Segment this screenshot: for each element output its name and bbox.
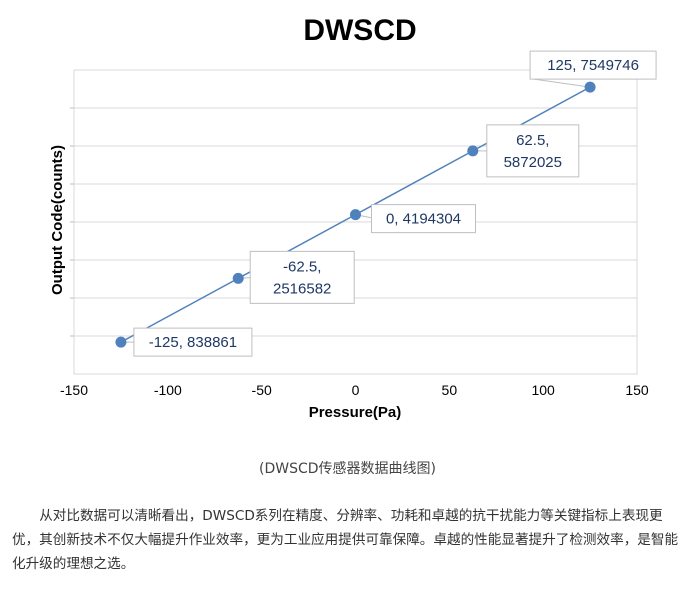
figure-caption: (DWSCD传感器数据曲线图): [259, 461, 436, 477]
data-label: 62.5, 5872025: [504, 132, 562, 171]
x-tick-label: -100: [154, 382, 182, 398]
data-label: 0, 4194304: [386, 211, 461, 228]
data-point: [467, 145, 479, 157]
output-code-chart: DWSCD -150 -100 -50 0 50 100 150 -125, 838861-…: [49, 14, 657, 421]
data-label: -62.5, 2516582: [273, 258, 331, 297]
data-label: 125, 7549746: [547, 57, 639, 74]
x-axis-label: Pressure(Pa): [309, 404, 402, 421]
data-label-box: [371, 204, 476, 234]
x-tick-label: 150: [625, 382, 649, 398]
x-tick-label: 50: [442, 382, 458, 398]
description-paragraph: 从对比数据可以清晰看出，DWSCD系列在精度、分辨率、功耗和卓越的抗干扰能力等关…: [12, 508, 679, 572]
data-label-box: [529, 50, 657, 80]
y-axis-label: Output Code(counts): [49, 145, 66, 295]
x-tick-label: -150: [60, 382, 88, 398]
data-label-box: [249, 250, 355, 304]
x-tick-label: 0: [352, 382, 360, 398]
x-tick-label: -50: [252, 382, 272, 398]
data-label-box: [486, 124, 580, 178]
chart-title: DWSCD: [303, 14, 416, 47]
chart-series: -125, 838861 -62.5, 2516582 0, 4194304 62.5,…: [115, 50, 657, 357]
data-point: [584, 81, 596, 93]
data-label-leader: [534, 78, 591, 88]
data-label: -125, 838861: [149, 334, 237, 351]
data-point: [115, 336, 127, 348]
x-tick-label: 100: [531, 382, 555, 398]
x-axis-ticks: -150 -100 -50 0 50 100 150: [60, 382, 649, 398]
data-label-box: [133, 327, 253, 357]
data-point: [350, 209, 361, 221]
data-point: [232, 272, 244, 284]
